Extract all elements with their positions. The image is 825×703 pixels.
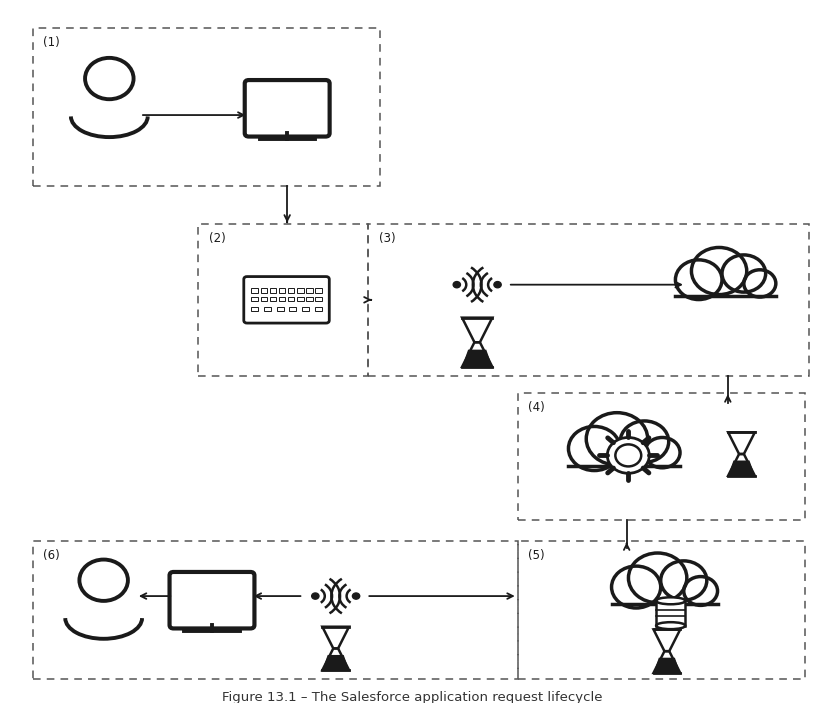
- Polygon shape: [728, 460, 755, 476]
- Circle shape: [494, 282, 502, 288]
- Circle shape: [79, 560, 128, 601]
- FancyBboxPatch shape: [170, 572, 254, 628]
- Circle shape: [352, 593, 360, 599]
- Circle shape: [629, 553, 687, 602]
- Circle shape: [691, 247, 747, 295]
- Circle shape: [568, 427, 620, 470]
- Ellipse shape: [656, 598, 686, 605]
- Circle shape: [620, 421, 669, 463]
- Text: Figure 13.1 – The Salesforce application request lifecycle: Figure 13.1 – The Salesforce application…: [222, 691, 603, 703]
- Circle shape: [611, 566, 661, 608]
- Ellipse shape: [656, 622, 686, 629]
- Circle shape: [85, 58, 134, 99]
- Text: (3): (3): [379, 232, 395, 245]
- Circle shape: [744, 270, 775, 297]
- Circle shape: [607, 437, 649, 473]
- FancyBboxPatch shape: [245, 80, 330, 136]
- Circle shape: [676, 260, 722, 299]
- FancyBboxPatch shape: [656, 601, 686, 626]
- Text: (5): (5): [528, 549, 544, 562]
- Polygon shape: [323, 655, 349, 670]
- Circle shape: [661, 561, 707, 600]
- Polygon shape: [653, 658, 680, 673]
- Text: (1): (1): [43, 36, 59, 49]
- Polygon shape: [462, 349, 493, 367]
- Circle shape: [644, 437, 680, 467]
- Circle shape: [722, 255, 766, 292]
- Text: (2): (2): [209, 232, 225, 245]
- FancyBboxPatch shape: [243, 276, 329, 323]
- Circle shape: [587, 413, 648, 465]
- Circle shape: [453, 282, 460, 288]
- Text: (6): (6): [43, 549, 59, 562]
- Circle shape: [684, 576, 718, 605]
- Text: (4): (4): [528, 401, 544, 414]
- Circle shape: [312, 593, 319, 599]
- Circle shape: [615, 444, 641, 466]
